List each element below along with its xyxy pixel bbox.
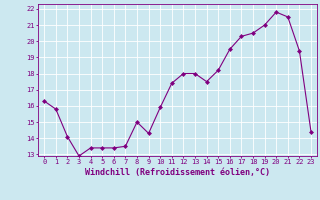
X-axis label: Windchill (Refroidissement éolien,°C): Windchill (Refroidissement éolien,°C): [85, 168, 270, 177]
